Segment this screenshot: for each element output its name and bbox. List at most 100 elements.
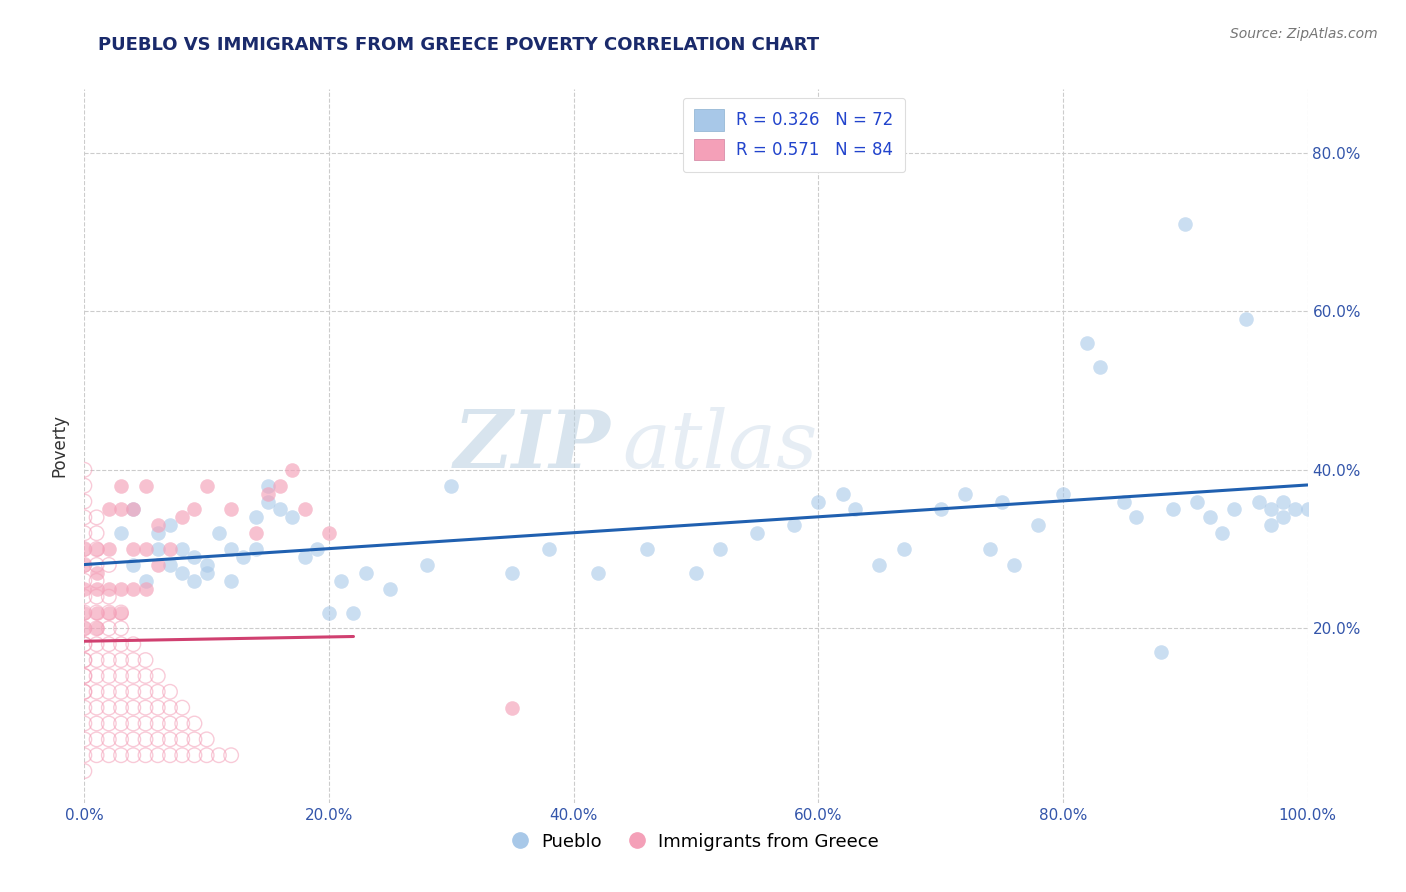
Point [146,558,169,572]
Point [86,510,108,524]
Point [122,542,145,557]
Point [1260,502,1282,516]
Point [97,590,120,604]
Point [208,748,231,763]
Point [73,685,96,699]
Point [172,716,194,731]
Point [183,502,205,516]
Point [73,558,96,572]
Point [146,700,169,714]
Point [97,542,120,557]
Point [929,502,952,516]
Point [110,526,132,541]
Point [110,606,132,620]
Point [172,566,194,580]
Point [159,558,181,572]
Point [86,621,108,635]
Point [844,502,866,516]
Point [831,486,853,500]
Point [135,669,157,683]
Point [538,542,561,557]
Point [86,606,108,620]
Point [73,526,96,541]
Point [159,716,181,731]
Point [97,558,120,572]
Point [1028,518,1050,533]
Point [135,574,157,588]
Point [110,502,132,516]
Point [73,478,96,492]
Point [146,669,169,683]
Point [183,716,205,731]
Point [73,542,96,557]
Point [159,700,181,714]
Point [135,653,157,667]
Point [269,502,291,516]
Point [73,716,96,731]
Point [110,700,132,714]
Point [73,637,96,651]
Point [146,526,169,541]
Point [110,669,132,683]
Point [122,700,145,714]
Point [979,542,1001,557]
Point [97,606,120,620]
Point [73,494,96,508]
Point [991,494,1014,508]
Point [110,637,132,651]
Point [86,732,108,747]
Point [269,478,291,492]
Text: Source: ZipAtlas.com: Source: ZipAtlas.com [1230,27,1378,41]
Point [97,716,120,731]
Point [73,700,96,714]
Point [122,716,145,731]
Point [747,526,769,541]
Point [73,764,96,778]
Point [245,526,267,541]
Point [73,669,96,683]
Point [305,542,328,557]
Point [1150,645,1173,659]
Point [86,558,108,572]
Point [86,542,108,557]
Point [86,566,108,580]
Point [86,716,108,731]
Point [135,732,157,747]
Point [97,653,120,667]
Point [219,748,242,763]
Point [172,700,194,714]
Point [135,700,157,714]
Point [195,478,218,492]
Point [73,590,96,604]
Point [73,463,96,477]
Point [86,653,108,667]
Point [1002,558,1025,572]
Point [73,606,96,620]
Point [110,685,132,699]
Point [73,621,96,635]
Text: ZIP: ZIP [454,408,610,484]
Y-axis label: Poverty: Poverty [51,415,69,477]
Point [73,653,96,667]
Point [122,685,145,699]
Point [1260,518,1282,533]
Point [135,542,157,557]
Point [110,716,132,731]
Point [122,653,145,667]
Point [1211,526,1233,541]
Point [1088,359,1111,374]
Point [195,558,218,572]
Point [354,566,377,580]
Point [110,606,132,620]
Point [86,582,108,596]
Point [73,732,96,747]
Point [86,685,108,699]
Point [97,606,120,620]
Point [122,582,145,596]
Point [122,558,145,572]
Point [73,510,96,524]
Point [1174,217,1197,231]
Point [146,732,169,747]
Point [893,542,915,557]
Point [86,637,108,651]
